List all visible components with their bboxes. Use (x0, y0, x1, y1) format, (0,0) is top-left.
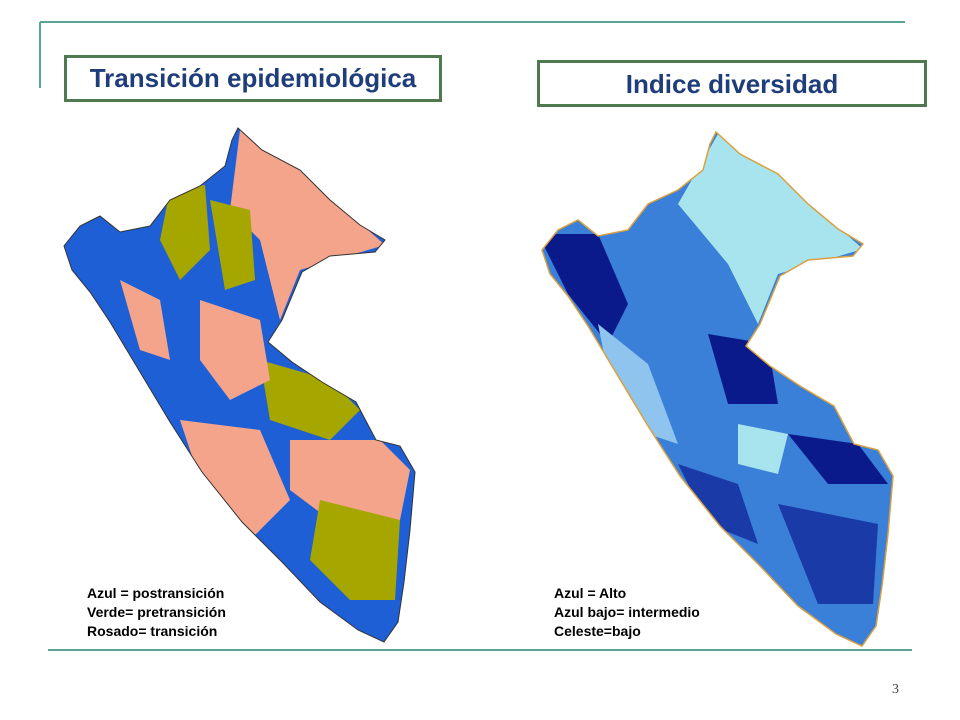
region-pink (230, 130, 385, 320)
region-green (160, 185, 210, 280)
right-title: Indice diversidad (537, 60, 927, 107)
left-title: Transición epidemiológica (64, 55, 442, 102)
legend-line: Azul = Alto (554, 585, 627, 601)
legend-line: Celeste=bajo (554, 623, 641, 639)
region-dark (788, 434, 888, 484)
region-light (678, 134, 863, 324)
legend-line: Azul = postransición (87, 585, 225, 601)
left-legend: Azul = postransición Verde= pretransició… (87, 584, 226, 641)
region-green (310, 500, 400, 600)
map-outline (63, 127, 416, 643)
region-green (260, 360, 360, 440)
right-legend: Azul = Alto Azul bajo= intermedio Celest… (554, 584, 700, 641)
legend-line: Rosado= transición (87, 623, 218, 639)
region-pink (200, 300, 270, 400)
region-dark (542, 234, 628, 344)
region-dark (678, 464, 758, 544)
region-pink (120, 280, 170, 360)
map-transition (64, 128, 415, 642)
legend-line: Azul bajo= intermedio (554, 604, 700, 620)
page-number: 3 (892, 682, 899, 697)
legend-line: Verde= pretransición (87, 604, 226, 620)
region-dark (778, 504, 878, 604)
region-light (598, 324, 678, 444)
map-outline (541, 130, 894, 647)
region-green (210, 200, 255, 290)
map-diversity (541, 130, 894, 647)
region-pink (180, 420, 290, 540)
region-light (738, 424, 788, 474)
